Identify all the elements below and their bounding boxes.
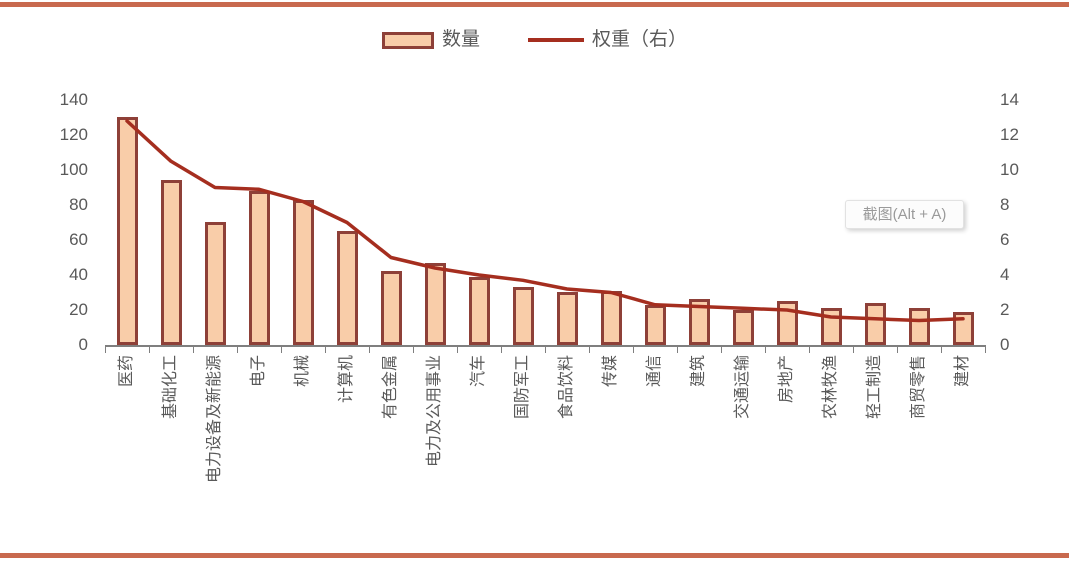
bar <box>380 271 402 345</box>
bar <box>424 263 446 345</box>
legend-label-weight: 权重（右） <box>592 29 688 50</box>
chart-legend: 数量 权重（右） <box>0 28 1069 52</box>
x-axis-tick <box>633 345 634 353</box>
line-series-swatch-icon <box>528 38 584 42</box>
x-axis-tick <box>545 345 546 353</box>
right-axis-tick-label: 0 <box>1000 335 1010 354</box>
left-axis-tick-label: 40 <box>69 265 88 284</box>
legend-item-quantity: 数量 <box>381 28 480 52</box>
x-axis-label: 计算机 <box>338 355 355 404</box>
right-axis-tick-label: 8 <box>1000 195 1010 214</box>
x-axis-tick <box>721 345 722 353</box>
bar <box>336 231 358 345</box>
x-axis-tick <box>281 345 282 353</box>
x-axis-tick <box>897 345 898 353</box>
screenshot-shortcut-tooltip: 截图(Alt + A) <box>845 200 964 229</box>
bar-series-swatch-icon <box>381 31 434 49</box>
bar <box>116 117 138 345</box>
x-axis-tick <box>853 345 854 353</box>
x-axis-label: 汽车 <box>470 355 487 388</box>
x-axis-tick <box>413 345 414 353</box>
bar <box>600 291 622 345</box>
x-axis-tick <box>677 345 678 353</box>
left-axis-tick-label: 120 <box>59 125 88 144</box>
bar <box>512 287 534 345</box>
x-axis-tick <box>193 345 194 353</box>
right-axis-tick-label: 6 <box>1000 230 1010 249</box>
x-axis-label: 通信 <box>646 355 663 388</box>
x-axis-tick <box>809 345 810 353</box>
bar <box>204 222 226 345</box>
x-axis-label: 电力设备及新能源 <box>206 355 223 484</box>
x-axis-tick <box>501 345 502 353</box>
left-axis-tick-label: 60 <box>69 230 88 249</box>
x-axis-tick <box>105 345 106 353</box>
left-axis-tick-label: 140 <box>59 90 88 109</box>
x-axis-label: 房地产 <box>778 355 795 404</box>
bar <box>864 303 886 345</box>
x-axis-label: 电力及公用事业 <box>426 355 443 468</box>
x-axis-label: 商贸零售 <box>910 355 927 420</box>
right-axis-tick-label: 2 <box>1000 300 1010 319</box>
x-axis-tick <box>941 345 942 353</box>
right-axis-tick-label: 10 <box>1000 160 1019 179</box>
bar <box>688 299 710 345</box>
legend-item-weight: 权重（右） <box>528 28 687 52</box>
page-bottom-border <box>0 553 1069 558</box>
x-axis-tick <box>369 345 370 353</box>
left-axis-tick-label: 0 <box>78 335 88 354</box>
bar <box>732 310 754 345</box>
bar <box>776 301 798 345</box>
x-axis-tick <box>457 345 458 353</box>
x-axis-tick <box>765 345 766 353</box>
bar <box>468 277 490 345</box>
x-axis-tick <box>149 345 150 353</box>
page-top-border <box>0 2 1069 7</box>
x-axis-label: 机械 <box>294 355 311 388</box>
x-axis-tick <box>237 345 238 353</box>
bar <box>908 308 930 345</box>
x-axis-label: 有色金属 <box>382 355 399 420</box>
x-axis-label: 交通运输 <box>734 355 751 420</box>
x-axis-label: 国防军工 <box>514 355 531 420</box>
x-axis-label: 食品饮料 <box>558 355 575 420</box>
bar <box>292 200 314 345</box>
right-axis-tick-label: 4 <box>1000 265 1010 284</box>
x-axis-label: 建筑 <box>690 355 707 388</box>
x-axis-tick <box>325 345 326 353</box>
bar <box>952 312 974 345</box>
x-axis-label: 农林牧渔 <box>822 355 839 420</box>
x-axis-label: 传媒 <box>602 355 619 388</box>
x-axis-label: 基础化工 <box>162 355 179 420</box>
left-axis-tick-label: 80 <box>69 195 88 214</box>
x-axis-label: 电子 <box>250 355 267 388</box>
bar <box>820 308 842 345</box>
x-axis-label: 轻工制造 <box>866 355 883 420</box>
right-axis-tick-label: 12 <box>1000 125 1019 144</box>
x-axis-tick <box>589 345 590 353</box>
x-axis-tick <box>985 345 986 353</box>
bar <box>248 191 270 345</box>
bar <box>644 305 666 345</box>
x-axis-label: 建材 <box>954 355 971 388</box>
bar <box>160 180 182 345</box>
bar <box>556 292 578 345</box>
x-axis-label: 医药 <box>118 355 135 388</box>
left-axis-tick-label: 100 <box>59 160 88 179</box>
left-axis-tick-label: 20 <box>69 300 88 319</box>
legend-label-quantity: 数量 <box>441 29 480 50</box>
right-axis-tick-label: 14 <box>1000 90 1019 109</box>
